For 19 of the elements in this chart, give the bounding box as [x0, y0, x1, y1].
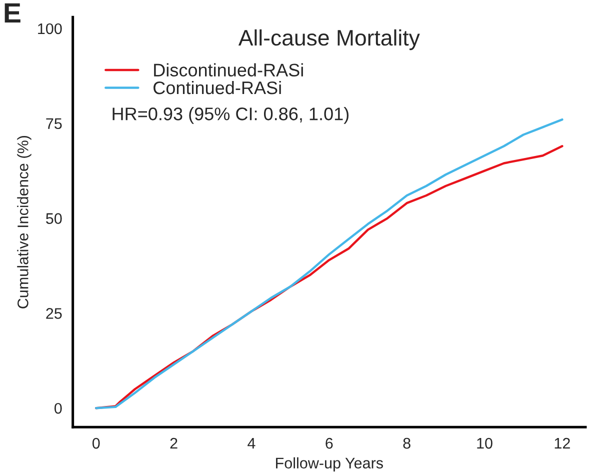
x-tick-label: 0	[92, 438, 100, 449]
y-tick-label: 25	[46, 308, 62, 319]
y-tick-label: 0	[54, 402, 62, 414]
annotation: HR=0.93 (95% CI: 0.86, 1.01)	[112, 107, 349, 124]
x-axis-title: Follow-up Years	[276, 457, 383, 472]
legend-label: Continued-RASi	[154, 80, 281, 94]
x-tick-label: 10	[477, 438, 492, 449]
legend-label: Discontinued-RASi	[154, 63, 303, 76]
text: E	[4, 3, 20, 22]
x-tick-label: 6	[326, 438, 333, 449]
y-tick-label: 75	[46, 118, 62, 130]
x-tick-label: 12	[554, 438, 570, 449]
y-tick-label: 100	[38, 23, 62, 34]
x-tick-label: 2	[170, 438, 178, 449]
text: All-cause Mortality	[238, 29, 420, 50]
y-axis-title: Cumulative Incidence (%)	[17, 136, 32, 308]
x-tick-label: 4	[248, 438, 256, 449]
y-tick-label: 50	[46, 213, 62, 224]
x-tick-label: 8	[403, 438, 410, 449]
